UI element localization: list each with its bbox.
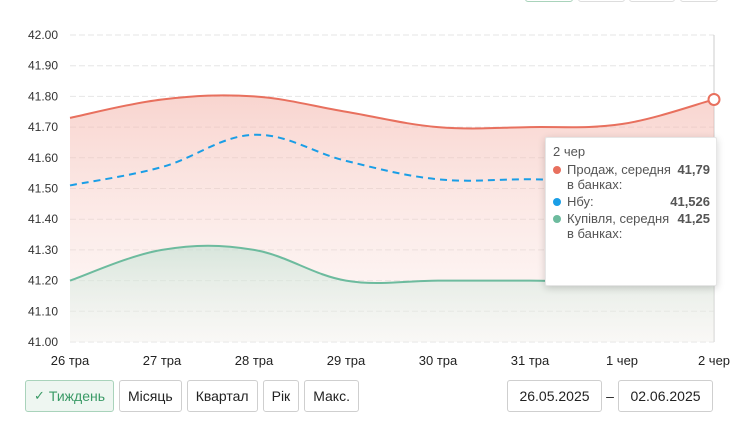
x-tick-label: 2 чер [698, 353, 730, 368]
period-quarter-button[interactable]: Квартал [186, 380, 258, 412]
tooltip-date: 2 чер [553, 144, 586, 159]
buy-dot-icon [553, 215, 561, 223]
period-selector: ✓ Тиждень Місяць Квартал Рік Макс. [25, 380, 359, 412]
buy-area [70, 245, 714, 342]
x-tick-label: 29 тра [327, 353, 366, 368]
y-tick-label: 41.90 [28, 59, 58, 73]
y-tick-label: 41.00 [28, 335, 58, 349]
sell-line [69, 94, 715, 130]
period-year-button[interactable]: Рік [262, 380, 300, 412]
date-separator: – [606, 388, 614, 404]
tooltip-value-nbu: 41,526 [670, 194, 710, 209]
check-icon: ✓ [34, 388, 45, 403]
y-tick-label: 41.30 [28, 243, 58, 257]
y-tick-label: 41.50 [28, 182, 58, 196]
y-tick-label: 41.80 [28, 89, 58, 103]
x-tick-label: 30 тра [419, 353, 458, 368]
y-tick-label: 41.10 [28, 304, 58, 318]
y-tick-label: 41.60 [28, 151, 58, 165]
sell-hover-marker [707, 92, 721, 106]
date-to-input[interactable]: 02.06.2025 [618, 380, 713, 412]
x-tick-label: 31 тра [511, 353, 550, 368]
tooltip-value-buy: 41,25 [677, 211, 710, 226]
nbu-dot-icon [553, 198, 561, 206]
tooltip-row-sell: Продаж, середня в банках: 41,79 [553, 162, 710, 192]
tooltip-value-sell: 41,79 [677, 162, 710, 177]
x-tick-label: 26 тра [51, 353, 90, 368]
x-tick-label: 27 тра [143, 353, 182, 368]
period-max-button[interactable]: Макс. [304, 380, 359, 412]
sell-dot-icon [553, 166, 561, 174]
y-tick-label: 42.00 [28, 28, 58, 42]
y-tick-label: 41.70 [28, 120, 58, 134]
tooltip-label-buy: Купівля, середня в банках: [567, 211, 670, 241]
period-month-button[interactable]: Місяць [119, 380, 182, 412]
period-week-button[interactable]: ✓ Тиждень [25, 380, 115, 412]
period-week-label: Тиждень [48, 388, 106, 404]
tooltip-label-sell: Продаж, середня в банках: [567, 162, 671, 192]
tooltip-row-buy: Купівля, середня в банках: 41,25 [553, 211, 710, 241]
chart-tooltip: 2 чер Продаж, середня в банках: 41,79 Нб… [545, 137, 717, 286]
tooltip-label-nbu: Нбу: [567, 194, 594, 209]
y-tick-label: 41.20 [28, 274, 58, 288]
y-tick-label: 41.40 [28, 212, 58, 226]
x-tick-label: 28 тра [235, 353, 274, 368]
x-tick-label: 1 чер [606, 353, 638, 368]
date-range: 26.05.2025 – 02.06.2025 [507, 380, 713, 412]
date-from-input[interactable]: 26.05.2025 [507, 380, 602, 412]
tooltip-row-nbu: Нбу: 41,526 [553, 194, 710, 209]
